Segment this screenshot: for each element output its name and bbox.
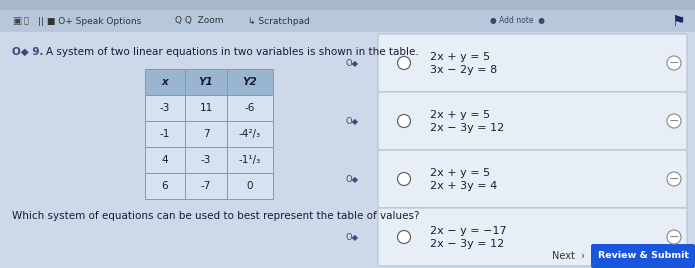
Bar (185, 69, 227, 95)
Text: −: − (669, 173, 679, 185)
Bar (0, 32, 695, 268)
Text: A system of two linear equations in two variables is shown in the table.: A system of two linear equations in two … (46, 47, 419, 57)
Text: ▣: ▣ (12, 16, 22, 26)
Text: −: − (669, 57, 679, 69)
FancyBboxPatch shape (378, 34, 687, 92)
Bar (227, 69, 273, 95)
Text: Y1: Y1 (199, 77, 213, 87)
Text: 🎵: 🎵 (24, 17, 29, 25)
Text: -7: -7 (201, 181, 211, 191)
FancyBboxPatch shape (378, 208, 687, 266)
Text: Review & Submit: Review & Submit (598, 251, 689, 260)
Text: O◆: O◆ (345, 233, 358, 241)
Text: -1¹/₃: -1¹/₃ (239, 155, 261, 165)
Text: Y2: Y2 (243, 77, 257, 87)
Bar (145, 147, 185, 173)
Bar (185, 147, 227, 173)
Circle shape (398, 57, 411, 69)
Text: -4²/₃: -4²/₃ (239, 129, 261, 139)
Text: x: x (162, 77, 168, 87)
Bar (0, 10, 695, 32)
Text: 6: 6 (162, 181, 168, 191)
Text: O◆: O◆ (345, 58, 358, 68)
Circle shape (667, 230, 681, 244)
Circle shape (667, 56, 681, 70)
Text: Which system of equations can be used to best represent the table of values?: Which system of equations can be used to… (12, 211, 420, 221)
Text: || ■ O+ Speak Options: || ■ O+ Speak Options (38, 17, 141, 25)
Bar (185, 121, 227, 147)
Text: −: − (669, 230, 679, 244)
Text: 0: 0 (247, 181, 253, 191)
Bar (185, 173, 227, 199)
Text: -6: -6 (245, 103, 255, 113)
Text: 2x + y = 5: 2x + y = 5 (430, 52, 490, 62)
Text: 2x − y = −17: 2x − y = −17 (430, 226, 507, 236)
FancyBboxPatch shape (378, 150, 687, 208)
Text: 11: 11 (199, 103, 213, 113)
Text: 3x − 2y = 8: 3x − 2y = 8 (430, 65, 497, 75)
Circle shape (398, 173, 411, 185)
Text: ↳ Scratchpad: ↳ Scratchpad (248, 17, 310, 25)
FancyBboxPatch shape (378, 92, 687, 150)
FancyBboxPatch shape (591, 244, 695, 268)
Text: 2x + y = 5: 2x + y = 5 (430, 110, 490, 120)
Text: 2x + 3y = 4: 2x + 3y = 4 (430, 181, 497, 191)
Bar (145, 95, 185, 121)
Text: O◆: O◆ (345, 174, 358, 184)
Bar (145, 121, 185, 147)
Circle shape (398, 230, 411, 244)
Circle shape (667, 114, 681, 128)
Text: −: − (669, 114, 679, 128)
Bar (185, 95, 227, 121)
Text: 7: 7 (203, 129, 209, 139)
Text: 4: 4 (162, 155, 168, 165)
Bar (145, 173, 185, 199)
Text: ● Add note  ●: ● Add note ● (490, 17, 545, 25)
Bar (145, 69, 185, 95)
Text: -3: -3 (160, 103, 170, 113)
Bar (227, 95, 273, 121)
Bar (227, 121, 273, 147)
Text: 2x + y = 5: 2x + y = 5 (430, 168, 490, 178)
Bar (0, 0, 695, 10)
Bar (227, 147, 273, 173)
Text: O◆: O◆ (345, 117, 358, 125)
Text: 2x − 3y = 12: 2x − 3y = 12 (430, 123, 505, 133)
Circle shape (398, 114, 411, 128)
Text: -1: -1 (160, 129, 170, 139)
Text: Next  ›: Next › (552, 251, 585, 261)
Text: 2x − 3y = 12: 2x − 3y = 12 (430, 239, 505, 249)
Text: ⚑: ⚑ (671, 13, 685, 28)
Text: -3: -3 (201, 155, 211, 165)
Circle shape (667, 172, 681, 186)
Text: Q Q  Zoom: Q Q Zoom (175, 17, 224, 25)
Bar (227, 173, 273, 199)
Text: O◆ 9.: O◆ 9. (12, 47, 44, 57)
